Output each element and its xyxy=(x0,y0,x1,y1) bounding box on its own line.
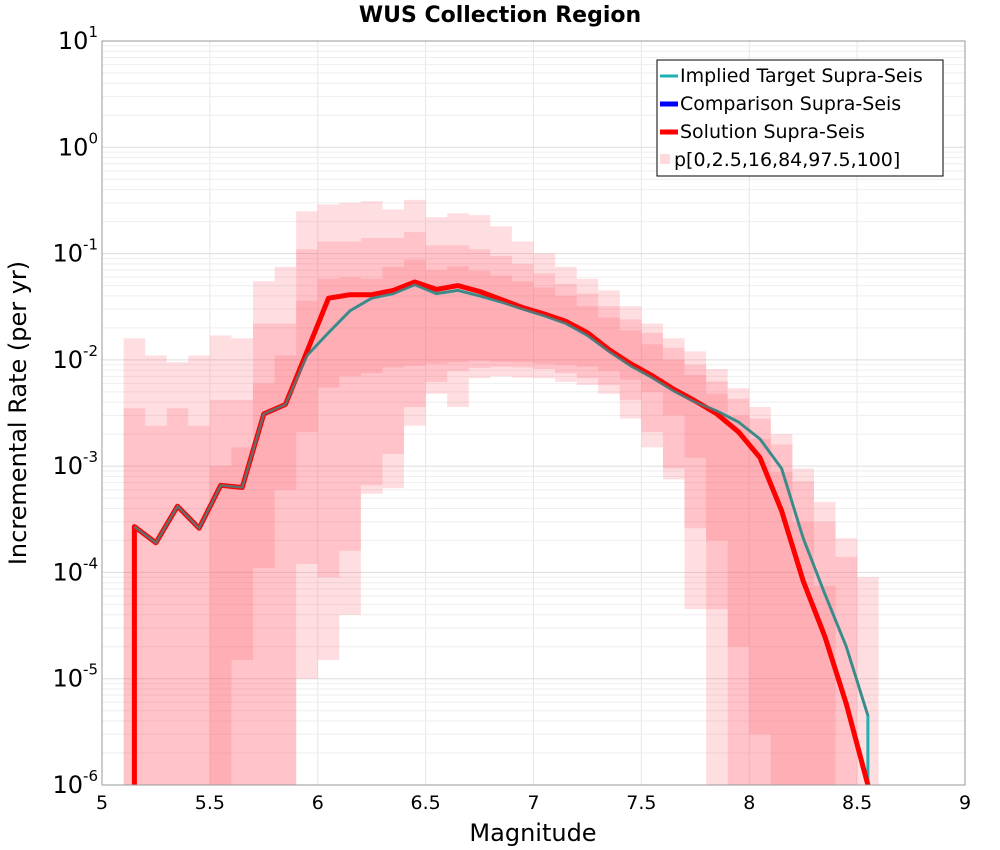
legend: Implied Target Supra-Seis Comparison Sup… xyxy=(656,59,944,177)
y-tick-label: 10-6 xyxy=(52,767,98,799)
legend-label-solution: Solution Supra-Seis xyxy=(680,121,865,143)
band-p0-p100 xyxy=(123,199,879,785)
y-axis-label: Incremental Rate (per yr) xyxy=(4,261,32,565)
y-tick-labels: 10-6 10-5 10-4 10-3 10-2 10-1 100 101 xyxy=(52,23,98,799)
legend-box xyxy=(656,59,944,177)
x-tick-label: 5.5 xyxy=(195,792,225,814)
x-tick-label: 9 xyxy=(959,792,971,814)
y-tick-label: 100 xyxy=(58,129,98,161)
legend-label-comparison: Comparison Supra-Seis xyxy=(680,93,901,115)
y-tick-label: 10-2 xyxy=(52,342,98,374)
x-tick-label: 8 xyxy=(743,792,755,814)
x-tick-label: 7.5 xyxy=(626,792,656,814)
chart-title: WUS Collection Region xyxy=(359,3,641,28)
legend-swatch-percentiles xyxy=(660,154,670,164)
plot-frame xyxy=(101,40,966,786)
x-tick-label: 6 xyxy=(312,792,324,814)
legend-label-percentiles: p[0,2.5,16,84,97.5,100] xyxy=(674,149,900,171)
x-axis-label: Magnitude xyxy=(469,819,596,847)
band-p2_5-p97_5 xyxy=(123,231,879,785)
series-lines xyxy=(131,279,871,786)
x-tick-label: 7 xyxy=(527,792,539,814)
series-line-implied-target-overlay xyxy=(133,283,870,716)
y-tick-label: 101 xyxy=(58,23,98,55)
x-tick-label: 5 xyxy=(96,792,108,814)
y-tick-label: 10-3 xyxy=(52,448,98,480)
y-tick-label: 10-4 xyxy=(52,554,98,586)
y-tick-label: 10-5 xyxy=(52,661,98,693)
x-tick-label: 6.5 xyxy=(411,792,441,814)
legend-label-implied-target: Implied Target Supra-Seis xyxy=(680,65,923,87)
x-tick-labels: 5 5.5 6 6.5 7 7.5 8 8.5 9 xyxy=(96,792,971,814)
x-tick-label: 8.5 xyxy=(842,792,872,814)
percentile-bands xyxy=(123,199,879,785)
y-tick-label: 10-1 xyxy=(52,236,98,268)
band-p16-p84 xyxy=(123,259,879,785)
